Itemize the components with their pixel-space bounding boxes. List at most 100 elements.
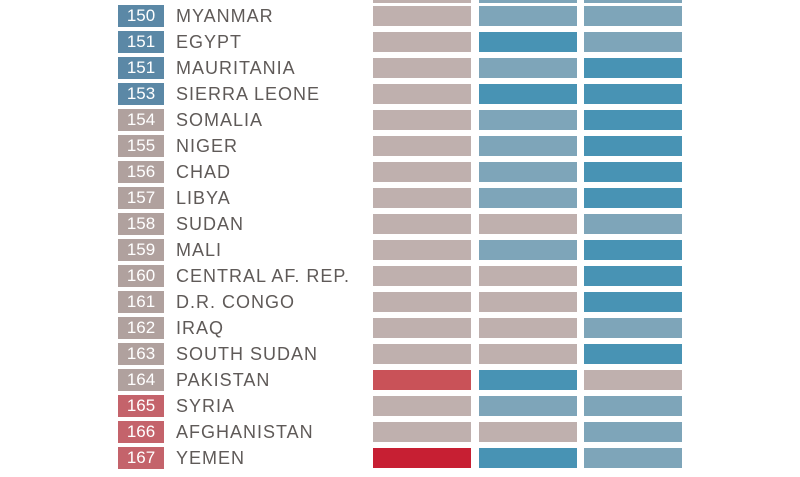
indicator-cell-1 bbox=[373, 292, 471, 312]
indicator-cell-2 bbox=[479, 344, 577, 364]
indicator-cell-3 bbox=[584, 396, 682, 416]
top-strip-col-2 bbox=[479, 0, 577, 3]
rank-badge: 157 bbox=[118, 187, 164, 209]
indicator-cell-1 bbox=[373, 6, 471, 26]
indicator-cell-1 bbox=[373, 422, 471, 442]
indicator-cell-3 bbox=[584, 84, 682, 104]
country-name: MAURITANIA bbox=[176, 58, 296, 78]
country-name: MALI bbox=[176, 240, 223, 260]
country-name: PAKISTAN bbox=[176, 370, 271, 390]
country-name: AFGHANISTAN bbox=[176, 422, 314, 442]
table-row: 160 CENTRAL AF. REP. bbox=[0, 265, 800, 289]
table-row: 150 MYANMAR bbox=[0, 5, 800, 29]
indicator-cell-3 bbox=[584, 32, 682, 52]
indicator-cell-3 bbox=[584, 318, 682, 338]
rank-badge: 160 bbox=[118, 265, 164, 287]
country-name: CENTRAL AF. REP. bbox=[176, 266, 351, 286]
indicator-cell-3 bbox=[584, 266, 682, 286]
country-name: IRAQ bbox=[176, 318, 225, 338]
indicator-cell-2 bbox=[479, 58, 577, 78]
indicator-cell-1 bbox=[373, 84, 471, 104]
table-row: 164 PAKISTAN bbox=[0, 369, 800, 393]
country-name: NIGER bbox=[176, 136, 239, 156]
country-name: YEMEN bbox=[176, 448, 246, 468]
rank-badge: 159 bbox=[118, 239, 164, 261]
indicator-cell-3 bbox=[584, 110, 682, 130]
indicator-cell-3 bbox=[584, 214, 682, 234]
rank-badge: 154 bbox=[118, 109, 164, 131]
indicator-cell-3 bbox=[584, 370, 682, 390]
indicator-cell-1 bbox=[373, 162, 471, 182]
indicator-cell-1 bbox=[373, 58, 471, 78]
rank-badge: 155 bbox=[118, 135, 164, 157]
country-name: SUDAN bbox=[176, 214, 245, 234]
indicator-cell-2 bbox=[479, 6, 577, 26]
rank-badge: 164 bbox=[118, 369, 164, 391]
indicator-cell-3 bbox=[584, 448, 682, 468]
indicator-cell-2 bbox=[479, 32, 577, 52]
table-row: 167 YEMEN bbox=[0, 447, 800, 471]
rank-badge: 158 bbox=[118, 213, 164, 235]
rank-badge: 163 bbox=[118, 343, 164, 365]
table-row: 163 SOUTH SUDAN bbox=[0, 343, 800, 367]
indicator-cell-2 bbox=[479, 110, 577, 130]
indicator-cell-1 bbox=[373, 318, 471, 338]
indicator-cell-1 bbox=[373, 110, 471, 130]
table-row: 166 AFGHANISTAN bbox=[0, 421, 800, 445]
rank-badge: 161 bbox=[118, 291, 164, 313]
indicator-cell-2 bbox=[479, 448, 577, 468]
indicator-cell-2 bbox=[479, 292, 577, 312]
rank-badge: 167 bbox=[118, 447, 164, 469]
rank-badge: 166 bbox=[118, 421, 164, 443]
indicator-cell-1 bbox=[373, 188, 471, 208]
country-name: EGYPT bbox=[176, 32, 243, 52]
rank-badge: 165 bbox=[118, 395, 164, 417]
indicator-cell-3 bbox=[584, 6, 682, 26]
table-row: 165 SYRIA bbox=[0, 395, 800, 419]
indicator-cell-1 bbox=[373, 240, 471, 260]
indicator-cell-2 bbox=[479, 266, 577, 286]
table-row: 158 SUDAN bbox=[0, 213, 800, 237]
indicator-cell-1 bbox=[373, 214, 471, 234]
indicator-cell-3 bbox=[584, 422, 682, 442]
indicator-cell-2 bbox=[479, 318, 577, 338]
indicator-cell-2 bbox=[479, 214, 577, 234]
table-row: 151 EGYPT bbox=[0, 31, 800, 55]
indicator-cell-1 bbox=[373, 344, 471, 364]
indicator-cell-3 bbox=[584, 292, 682, 312]
table-row: 153 SIERRA LEONE bbox=[0, 83, 800, 107]
table-row: 157 LIBYA bbox=[0, 187, 800, 211]
table-row: 159 MALI bbox=[0, 239, 800, 263]
indicator-cell-2 bbox=[479, 84, 577, 104]
table-row: 151 MAURITANIA bbox=[0, 57, 800, 81]
indicator-cell-2 bbox=[479, 136, 577, 156]
table-row: 161 D.R. CONGO bbox=[0, 291, 800, 315]
indicator-cell-2 bbox=[479, 240, 577, 260]
table-row: 155 NIGER bbox=[0, 135, 800, 159]
country-name: LIBYA bbox=[176, 188, 231, 208]
indicator-cell-1 bbox=[373, 136, 471, 156]
country-name: CHAD bbox=[176, 162, 232, 182]
indicator-cell-3 bbox=[584, 136, 682, 156]
indicator-cell-1 bbox=[373, 448, 471, 468]
indicator-cell-1 bbox=[373, 396, 471, 416]
top-strip-col-3 bbox=[584, 0, 682, 3]
indicator-cell-1 bbox=[373, 266, 471, 286]
indicator-cell-1 bbox=[373, 370, 471, 390]
rank-badge: 156 bbox=[118, 161, 164, 183]
country-name: D.R. CONGO bbox=[176, 292, 296, 312]
country-name: SOUTH SUDAN bbox=[176, 344, 319, 364]
top-strip-col-1 bbox=[373, 0, 471, 3]
rank-badge: 150 bbox=[118, 5, 164, 27]
rank-badge: 151 bbox=[118, 57, 164, 79]
country-name: SIERRA LEONE bbox=[176, 84, 321, 104]
table-row: 154 SOMALIA bbox=[0, 109, 800, 133]
indicator-cell-2 bbox=[479, 396, 577, 416]
rank-badge: 151 bbox=[118, 31, 164, 53]
indicator-cell-3 bbox=[584, 344, 682, 364]
table-row: 162 IRAQ bbox=[0, 317, 800, 341]
indicator-cell-2 bbox=[479, 188, 577, 208]
country-name: SYRIA bbox=[176, 396, 236, 416]
indicator-cell-3 bbox=[584, 188, 682, 208]
